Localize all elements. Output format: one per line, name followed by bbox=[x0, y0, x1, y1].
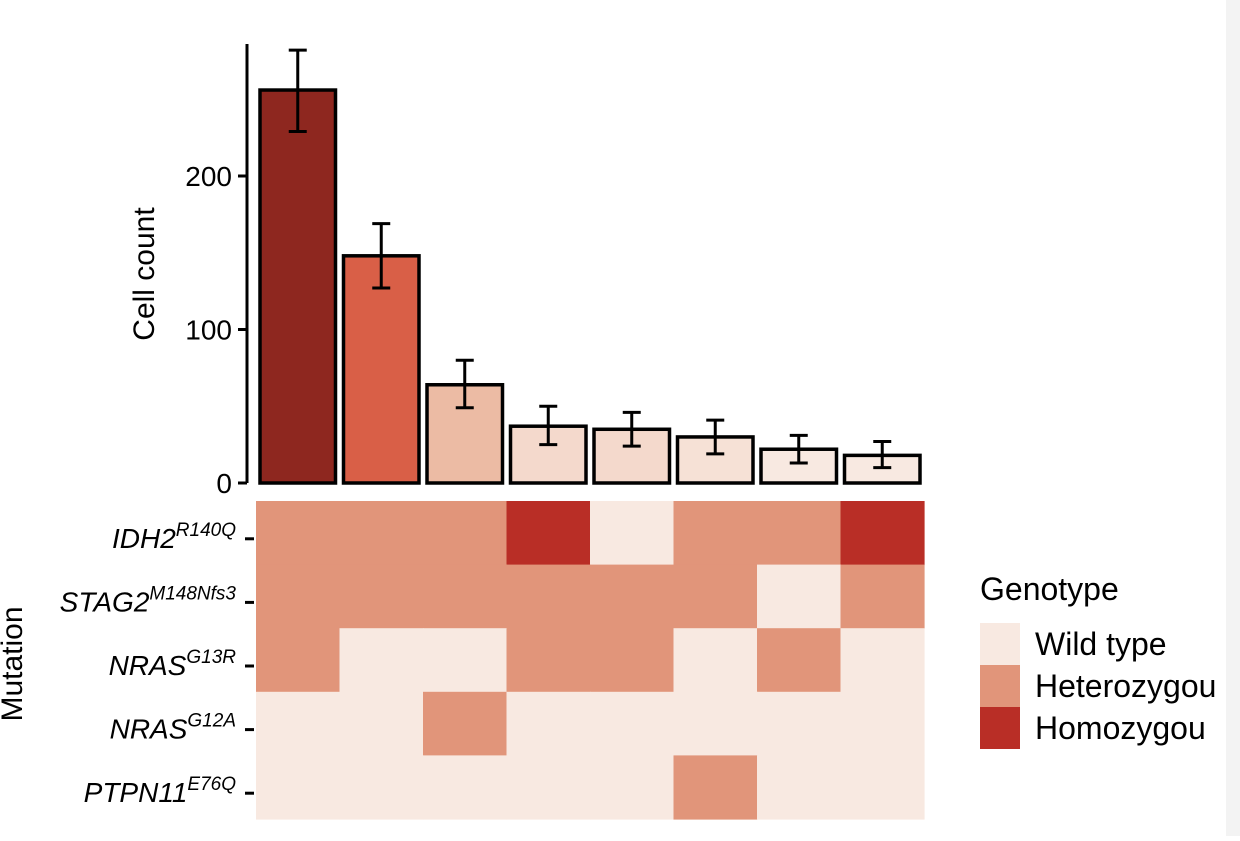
heatmap-cell bbox=[423, 755, 508, 820]
legend-label: Homozygou bbox=[1035, 710, 1206, 746]
mutation-label: STAG2M148Nfs3 bbox=[60, 583, 237, 617]
y-tick-label: 100 bbox=[185, 315, 232, 346]
heatmap-cell bbox=[590, 691, 675, 756]
heatmap-cell bbox=[757, 755, 842, 820]
variant-superscript: M148Nfs3 bbox=[149, 583, 236, 604]
variant-superscript: R140Q bbox=[176, 520, 236, 541]
heatmap-cell bbox=[757, 501, 842, 566]
y-tick-label: 0 bbox=[216, 468, 232, 499]
legend: Genotype Wild type Heterozygou Homozygou bbox=[980, 571, 1216, 749]
bar-panel: 0 100 200 bbox=[185, 44, 922, 499]
heatmap-cell bbox=[590, 628, 675, 693]
heatmap-cell bbox=[339, 501, 424, 566]
heatmap-cell bbox=[256, 628, 341, 693]
heatmap-cell bbox=[840, 564, 925, 629]
legend-swatch bbox=[980, 623, 1020, 665]
gene-name: IDH2 bbox=[112, 523, 176, 554]
heatmap-cell bbox=[339, 564, 424, 629]
heatmap-cell bbox=[590, 564, 675, 629]
mutation-label: NRASG12A bbox=[110, 711, 236, 745]
bar bbox=[258, 88, 338, 485]
legend-swatch bbox=[980, 707, 1020, 749]
heatmap-cell bbox=[506, 628, 591, 693]
gene-name: NRAS bbox=[109, 650, 187, 681]
legend-swatch bbox=[980, 665, 1020, 707]
heatmap-cell bbox=[757, 691, 842, 756]
variant-superscript: G12A bbox=[187, 711, 236, 732]
variant-superscript: G13R bbox=[186, 647, 236, 668]
y-tick-label: 200 bbox=[185, 161, 232, 192]
bar bbox=[592, 427, 672, 485]
bar bbox=[341, 254, 421, 485]
gene-name: NRAS bbox=[110, 714, 188, 745]
legend-label: Heterozygou bbox=[1035, 668, 1216, 704]
heatmap-cell bbox=[256, 564, 341, 629]
heatmap-cell bbox=[506, 564, 591, 629]
mutation-label: PTPN11E76Q bbox=[84, 774, 237, 808]
gene-name: PTPN11 bbox=[84, 777, 188, 808]
heatmap-cell bbox=[506, 691, 591, 756]
heatmap-cell bbox=[339, 755, 424, 820]
heatmap-cell bbox=[339, 628, 424, 693]
heatmap-cell bbox=[506, 755, 591, 820]
heatmap-cell bbox=[673, 755, 758, 820]
heatmap-cell bbox=[673, 564, 758, 629]
heatmap-cell bbox=[256, 501, 341, 566]
heatmap-cell bbox=[590, 501, 675, 566]
heatmap-cell bbox=[423, 564, 508, 629]
heatmap-y-axis-title: Mutation bbox=[0, 606, 29, 721]
legend-title: Genotype bbox=[980, 571, 1119, 607]
legend-label: Wild type bbox=[1035, 626, 1167, 662]
heatmap-cell bbox=[423, 691, 508, 756]
variant-superscript: E76Q bbox=[187, 774, 236, 795]
heatmap-cell bbox=[840, 691, 925, 756]
heatmap-cell bbox=[673, 691, 758, 756]
heatmap-cell bbox=[840, 755, 925, 820]
heatmap-cell bbox=[256, 755, 341, 820]
heatmap-cell bbox=[590, 755, 675, 820]
heatmap-cell bbox=[423, 501, 508, 566]
heatmap-cell bbox=[757, 564, 842, 629]
heatmap-cell bbox=[840, 628, 925, 693]
heatmap-cell bbox=[256, 691, 341, 756]
gene-name: STAG2 bbox=[60, 586, 150, 617]
heatmap-cell bbox=[673, 501, 758, 566]
heatmap-cell bbox=[757, 628, 842, 693]
heatmap-panel: IDH2R140QSTAG2M148Nfs3NRASG13RNRASG12APT… bbox=[60, 501, 925, 820]
y-axis-title: Cell count bbox=[128, 207, 161, 341]
heatmap-cell bbox=[339, 691, 424, 756]
heatmap-cell bbox=[840, 501, 925, 566]
heatmap-cell bbox=[673, 628, 758, 693]
heatmap-cell bbox=[423, 628, 508, 693]
mutation-label: IDH2R140Q bbox=[112, 520, 236, 554]
heatmap-cell bbox=[506, 501, 591, 566]
mutation-label: NRASG13R bbox=[109, 647, 237, 681]
page-edge bbox=[1226, 0, 1240, 836]
